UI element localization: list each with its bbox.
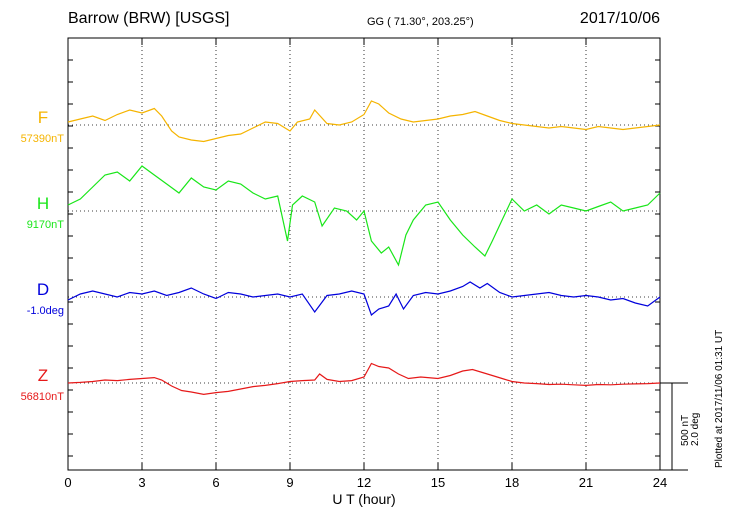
series-name-d: D [37, 280, 49, 299]
series-name-h: H [37, 194, 49, 213]
series-line-f [67, 100, 661, 143]
series-baseline-h: 9170nT [27, 219, 65, 231]
series-line-z [67, 362, 661, 396]
scale-bar-deg-label: 2.0 deg [690, 413, 701, 446]
series-name-z: Z [38, 366, 48, 385]
x-tick-label: 21 [579, 475, 593, 490]
x-tick-label: 18 [505, 475, 519, 490]
x-tick-label: 0 [64, 475, 71, 490]
series-baseline-d: -1.0deg [27, 305, 64, 317]
series-baseline-z: 56810nT [21, 391, 65, 403]
station-title: Barrow (BRW) [USGS] [68, 10, 230, 27]
x-tick-label: 12 [357, 475, 371, 490]
x-tick-label: 3 [138, 475, 145, 490]
series-name-f: F [38, 108, 48, 127]
series-line-d [67, 281, 661, 317]
date-label: 2017/10/06 [579, 10, 660, 27]
x-axis-label: U T (hour) [332, 491, 395, 507]
series-baseline-f: 57390nT [21, 133, 65, 145]
series-line-h [67, 165, 661, 267]
x-tick-label: 6 [212, 475, 219, 490]
x-tick-label: 9 [286, 475, 293, 490]
coordinates-label: GG ( 71.30°, 203.25°) [367, 16, 474, 28]
x-tick-label: 24 [653, 475, 667, 490]
plotted-note: Plotted at 2017/11/06 01:31 UT [714, 329, 725, 468]
x-tick-label: 15 [431, 475, 445, 490]
scale-bar-nt-label: 500 nT [680, 415, 691, 446]
